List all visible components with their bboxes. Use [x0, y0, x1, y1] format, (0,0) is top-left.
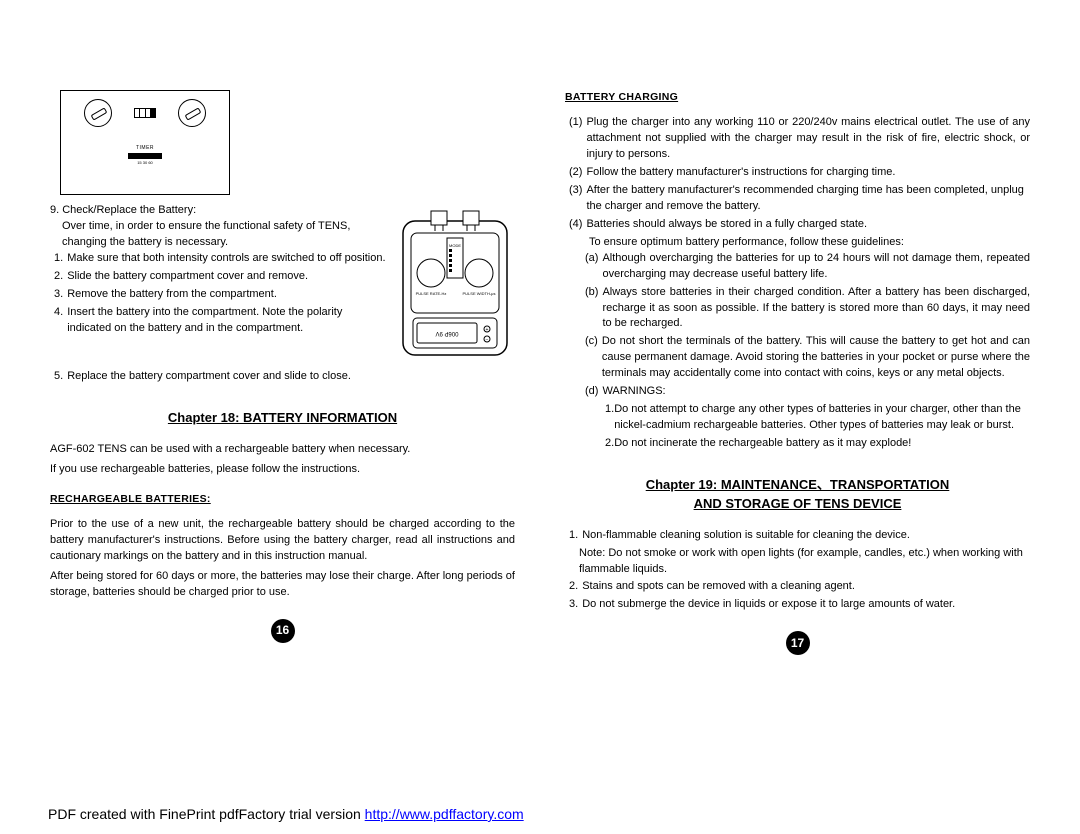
ensure-text: To ensure optimum battery performance, f… [565, 235, 1030, 251]
page-number: 16 [271, 619, 295, 643]
warn-text: Do not attempt to charge any other types… [614, 402, 1030, 434]
step-num: 2. [54, 269, 67, 285]
rechargeable-subhead: RECHARGEABLE BATTERIES: [50, 492, 515, 507]
right-column: BATTERY CHARGING (1)Plug the charger int… [565, 90, 1030, 655]
m-text: Do not submerge the device in liquids or… [582, 597, 955, 613]
timer-label: TIMER [128, 145, 162, 152]
knob-icon [84, 99, 112, 127]
svg-text:+: + [486, 327, 489, 333]
guidelines-list: (a)Although overcharging the batteries f… [565, 251, 1030, 400]
pdf-footer: PDF created with FinePrint pdfFactory tr… [48, 806, 524, 822]
step-text: Insert the battery into the compartment.… [67, 305, 389, 337]
svg-text:PULSE RATE-Hz: PULSE RATE-Hz [416, 291, 447, 296]
step-num: 4. [54, 305, 67, 337]
footer-link[interactable]: http://www.pdffactory.com [365, 806, 524, 822]
m-text: Note: Do not smoke or work with open lig… [579, 546, 1030, 578]
step-text: Slide the battery compartment cover and … [67, 269, 308, 285]
sub-text: WARNINGS: [602, 384, 665, 400]
step-text: Make sure that both intensity controls a… [67, 251, 385, 267]
sub-text: Always store batteries in their charged … [602, 285, 1030, 333]
chapter-19-title-a: Chapter 19: MAINTENANCE、TRANSPORTATION [565, 476, 1030, 495]
item-text: Follow the battery manufacturer's instru… [586, 165, 895, 181]
timer-block: TIMER 15 30 60 [128, 145, 162, 166]
sub-num: (c) [585, 334, 602, 382]
item-num: (2) [569, 165, 586, 181]
left-column: TIMER 15 30 60 MODE PULSE RATE [50, 90, 515, 655]
m-num [569, 546, 579, 578]
step-text: Replace the battery compartment cover an… [67, 369, 351, 385]
m-text: Stains and spots can be removed with a c… [582, 579, 855, 595]
item-num: (1) [569, 115, 586, 163]
step-num: 3. [54, 287, 67, 303]
page-number: 17 [786, 631, 810, 655]
device-panel-diagram: TIMER 15 30 60 [60, 90, 230, 195]
chapter-19-title-b: AND STORAGE OF TENS DEVICE [565, 495, 1030, 514]
sub-num: (b) [585, 285, 602, 333]
svg-text:−: − [486, 337, 489, 343]
timer-nums: 15 30 60 [128, 160, 162, 166]
sub-text: Do not short the terminals of the batter… [602, 334, 1030, 382]
item-num: (3) [569, 183, 586, 215]
m-num: 2. [569, 579, 582, 595]
m-num: 1. [569, 528, 582, 544]
maintenance-list: 1.Non-flammable cleaning solution is sui… [565, 528, 1030, 614]
tens-device-diagram: MODE PULSE RATE-Hz PULSE WIDTH-μs 006P 9… [395, 203, 515, 369]
item-num: (4) [569, 217, 586, 233]
ch18-p1: AGF-602 TENS can be used with a recharge… [50, 442, 515, 458]
warnings-list: 1.Do not attempt to charge any other typ… [565, 402, 1030, 452]
item-text: Batteries should always be stored in a f… [586, 217, 867, 233]
battery-icon [134, 108, 156, 118]
charging-list: (1)Plug the charger into any working 110… [565, 115, 1030, 233]
sub-text: Although overcharging the batteries for … [602, 251, 1030, 283]
step-num: 5. [54, 369, 67, 385]
svg-text:006P 9V: 006P 9V [436, 330, 459, 336]
step-num: 1. [54, 251, 67, 267]
battery-charging-subhead: BATTERY CHARGING [565, 90, 1030, 105]
m-text: Non-flammable cleaning solution is suita… [582, 528, 910, 544]
warn-num: 1. [605, 402, 614, 434]
ch18-p2: If you use rechargeable batteries, pleas… [50, 462, 515, 478]
step-text: Remove the battery from the compartment. [67, 287, 277, 303]
svg-text:PULSE WIDTH-μs: PULSE WIDTH-μs [463, 291, 496, 296]
m-num: 3. [569, 597, 582, 613]
sub-num: (a) [585, 251, 602, 283]
svg-text:MODE: MODE [449, 243, 461, 248]
ch18-p3: Prior to the use of a new unit, the rech… [50, 517, 515, 565]
knob-icon [178, 99, 206, 127]
chapter-18-title: Chapter 18: BATTERY INFORMATION [50, 409, 515, 428]
item-text: Plug the charger into any working 110 or… [586, 115, 1030, 163]
sub-num: (d) [585, 384, 602, 400]
footer-text: PDF created with FinePrint pdfFactory tr… [48, 806, 365, 822]
item-text: After the battery manufacturer's recomme… [586, 183, 1030, 215]
ch18-p4: After being stored for 60 days or more, … [50, 569, 515, 601]
warn-text: Do not incinerate the rechargeable batte… [614, 436, 911, 452]
warn-num: 2. [605, 436, 614, 452]
